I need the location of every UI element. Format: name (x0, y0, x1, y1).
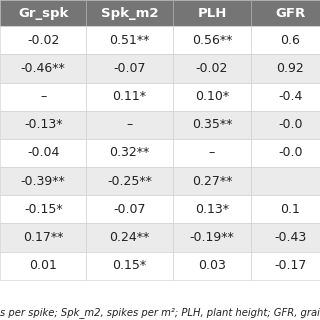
Text: 0.15*: 0.15* (113, 259, 147, 272)
Bar (173, 0, 251, 26)
Bar (173, 223, 251, 252)
Bar (251, 54, 320, 83)
Bar (173, 26, 251, 54)
Text: 0.35**: 0.35** (192, 118, 232, 131)
Bar (173, 252, 251, 280)
Bar (251, 252, 320, 280)
Text: -0.07: -0.07 (113, 203, 146, 216)
Text: 0.32**: 0.32** (109, 147, 150, 159)
Bar (0, 252, 86, 280)
Text: -0.02: -0.02 (27, 34, 60, 47)
Text: -0.25**: -0.25** (107, 175, 152, 188)
Bar (173, 54, 251, 83)
Bar (86, 111, 173, 139)
Bar (173, 139, 251, 167)
Text: -0.04: -0.04 (27, 147, 60, 159)
Text: 0.17**: 0.17** (23, 231, 63, 244)
Text: –: – (40, 90, 46, 103)
Bar (173, 83, 251, 111)
Bar (0, 167, 86, 195)
Text: -0.46**: -0.46** (21, 62, 66, 75)
Text: Gr_spk: Gr_spk (18, 7, 68, 20)
Bar (0, 83, 86, 111)
Bar (251, 111, 320, 139)
Text: -0.15*: -0.15* (24, 203, 62, 216)
Bar (0, 111, 86, 139)
Text: -0.43: -0.43 (274, 231, 307, 244)
Text: GFR: GFR (275, 7, 306, 20)
Text: -0.17: -0.17 (274, 259, 307, 272)
Bar (86, 0, 173, 26)
Bar (173, 111, 251, 139)
Bar (251, 195, 320, 223)
Bar (0, 195, 86, 223)
Bar (86, 26, 173, 54)
Text: PLH: PLH (197, 7, 227, 20)
Text: –: – (209, 147, 215, 159)
Bar (173, 195, 251, 223)
Bar (251, 139, 320, 167)
Text: Spk_m2: Spk_m2 (101, 7, 158, 20)
Text: 0.27**: 0.27** (192, 175, 232, 188)
Text: 0.1: 0.1 (280, 203, 300, 216)
Text: -0.4: -0.4 (278, 90, 303, 103)
Text: 0.13*: 0.13* (195, 203, 229, 216)
Text: –: – (126, 118, 133, 131)
Text: -0.13*: -0.13* (24, 118, 62, 131)
Bar (86, 167, 173, 195)
Text: 0.6: 0.6 (280, 34, 300, 47)
Text: -0.07: -0.07 (113, 62, 146, 75)
Text: s per spike; Spk_m2, spikes per m²; PLH, plant height; GFR, grain filling ra: s per spike; Spk_m2, spikes per m²; PLH,… (0, 308, 320, 318)
Bar (86, 195, 173, 223)
Bar (251, 26, 320, 54)
Bar (86, 83, 173, 111)
Bar (86, 54, 173, 83)
Bar (86, 252, 173, 280)
Bar (251, 83, 320, 111)
Text: -0.19**: -0.19** (190, 231, 234, 244)
Text: 0.92: 0.92 (276, 62, 304, 75)
Text: -0.0: -0.0 (278, 147, 303, 159)
Bar (86, 139, 173, 167)
Text: 0.11*: 0.11* (113, 90, 147, 103)
Bar (251, 167, 320, 195)
Bar (0, 54, 86, 83)
Text: -0.39**: -0.39** (21, 175, 66, 188)
Bar (0, 223, 86, 252)
Text: 0.01: 0.01 (29, 259, 57, 272)
Text: -0.02: -0.02 (196, 62, 228, 75)
Bar (86, 223, 173, 252)
Bar (173, 167, 251, 195)
Bar (0, 26, 86, 54)
Text: 0.56**: 0.56** (192, 34, 232, 47)
Text: 0.03: 0.03 (198, 259, 226, 272)
Text: 0.10*: 0.10* (195, 90, 229, 103)
Text: 0.51**: 0.51** (109, 34, 150, 47)
Text: 0.24**: 0.24** (109, 231, 150, 244)
Bar (0, 139, 86, 167)
Text: -0.0: -0.0 (278, 118, 303, 131)
Bar (251, 223, 320, 252)
Bar (251, 0, 320, 26)
Bar (0, 0, 86, 26)
